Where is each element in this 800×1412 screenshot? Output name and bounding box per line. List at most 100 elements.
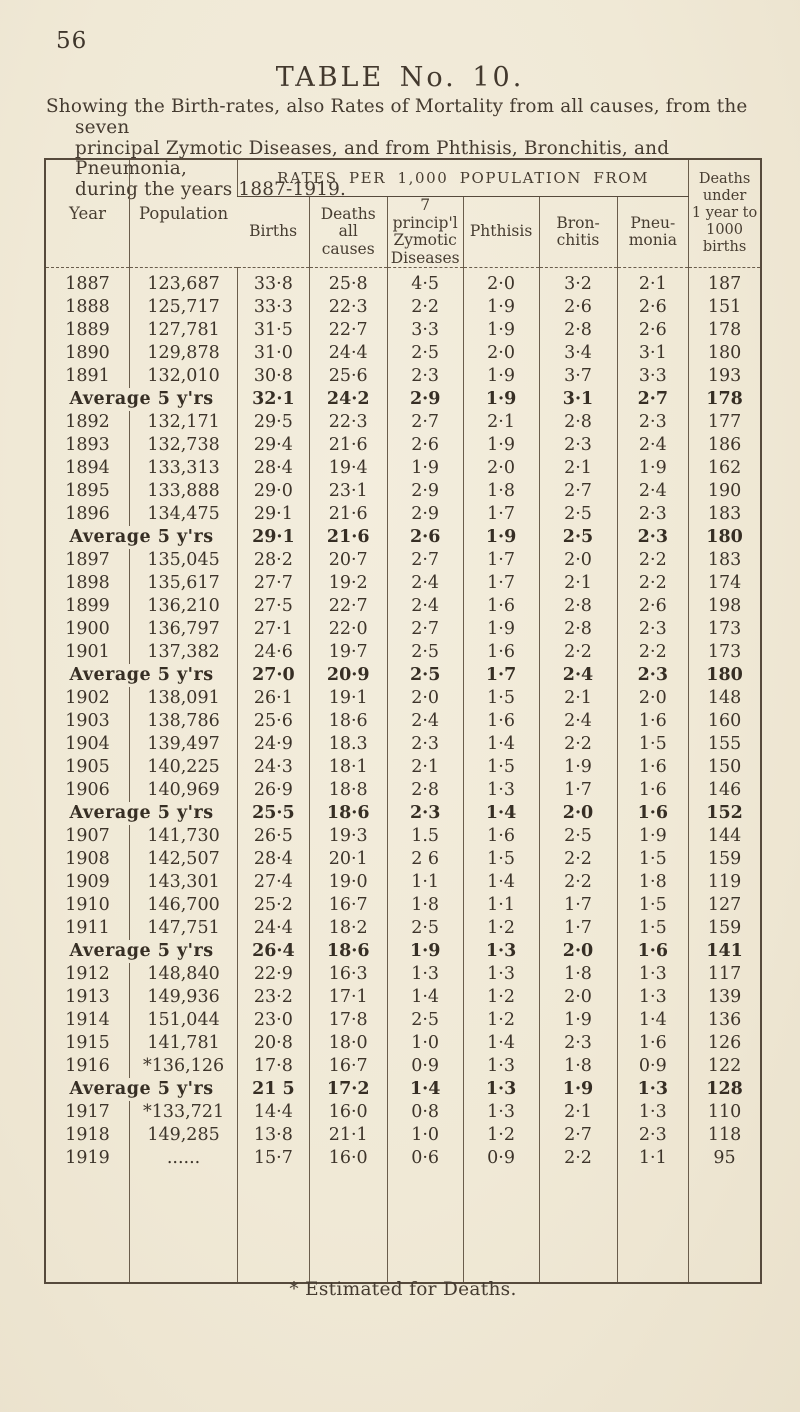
cell-population: 149,936	[128, 986, 238, 1009]
cell-infant-mortality: 180	[688, 664, 761, 687]
cell-population: 132,738	[128, 434, 238, 457]
cell-bronchitis: 2·7	[538, 1124, 618, 1147]
cell-year: 1894	[65, 457, 110, 478]
filler-cell	[128, 1170, 238, 1283]
cell-deaths-all: 16·0	[308, 1101, 388, 1124]
cell-infant-mortality: 159	[688, 917, 761, 940]
cell-phthisis: 1·7	[462, 503, 539, 526]
cell-infant-mortality: 117	[688, 963, 761, 986]
cell-population: 140,969	[128, 779, 238, 802]
cell-zymotic: 2·5	[386, 917, 464, 940]
cell-year: 1895	[65, 480, 110, 501]
cell-pneumonia: 3·1	[616, 342, 689, 365]
average-row: Average 5 y'rs 21 5 17·2 1·4 1·3 1·9 1·3 128	[45, 1078, 761, 1101]
cell-deaths-all: 19·2	[308, 572, 388, 595]
cell-births: 20·8	[237, 1032, 310, 1055]
cell-population: 146,700	[128, 894, 238, 917]
cell-zymotic: 1·3	[386, 963, 464, 986]
cell-births: 31·5	[237, 319, 310, 342]
cell-infant-mortality: 155	[688, 733, 761, 756]
col-header-births: Births	[237, 196, 310, 268]
cell-infant-mortality: 122	[688, 1055, 761, 1078]
cell-births: 24·4	[237, 917, 310, 940]
cell-bronchitis: 2·0	[538, 986, 618, 1009]
cell-births: 23·0	[237, 1009, 310, 1032]
cell-bronchitis: 1·7	[538, 917, 618, 940]
cell-bronchitis: 2·1	[538, 572, 618, 595]
table-row: 1894 133,313 28·4 19·4 1·9 2·0 2·1 1·9 162	[45, 457, 761, 480]
table-row: 1889 127,781 31·5 22·7 3·3 1·9 2·8 2·6 178	[45, 319, 761, 342]
cell-deaths-all: 18·6	[308, 710, 388, 733]
cell-bronchitis: 2·3	[538, 1032, 618, 1055]
cell-pneumonia: 1·9	[616, 457, 689, 480]
average-row: Average 5 y'rs 25·5 18·6 2·3 1·4 2·0 1·6 152	[45, 802, 761, 825]
cell-deaths-all: 19·3	[308, 825, 388, 848]
cell-infant-mortality: 180	[688, 526, 761, 549]
cell-year: 1887	[65, 273, 110, 294]
cell-births: 15·7	[237, 1147, 310, 1170]
cell-births: 25·6	[237, 710, 310, 733]
cell-population: 133,313	[128, 457, 238, 480]
cell-year: 1904	[65, 733, 110, 754]
cell-births: 28·2	[237, 549, 310, 572]
cell-zymotic: 2·9	[386, 388, 464, 411]
table-row: 1908 142,507 28·4 20·1 2 6 1·5 2·2 1·5 159	[45, 848, 761, 871]
cell-births: 27·1	[237, 618, 310, 641]
cell-year: 1890	[65, 342, 110, 363]
cell-year: 1901	[65, 641, 110, 662]
filler-cell	[688, 1170, 761, 1283]
cell-deaths-all: 25·8	[308, 267, 388, 296]
cell-phthisis: 1·4	[462, 871, 539, 894]
cell-births: 13·8	[237, 1124, 310, 1147]
cell-year: 1905	[65, 756, 110, 777]
cell-births: 26·4	[237, 940, 310, 963]
table-row: 1902 138,091 26·1 19·1 2·0 1·5 2·1 2·0 148	[45, 687, 761, 710]
cell-zymotic: 2·3	[386, 365, 464, 388]
average-row: Average 5 y'rs 32·1 24·2 2·9 1·9 3·1 2·7 178	[45, 388, 761, 411]
cell-year: 1912	[65, 963, 110, 984]
table-row: 1910 146,700 25·2 16·7 1·8 1·1 1·7 1·5 127	[45, 894, 761, 917]
cell-pneumonia: 2·6	[616, 319, 689, 342]
table-row: 1893 132,738 29·4 21·6 2·6 1·9 2·3 2·4 186	[45, 434, 761, 457]
cell-bronchitis: 2·1	[538, 687, 618, 710]
cell-zymotic: 2·4	[386, 572, 464, 595]
cell-zymotic: 2·9	[386, 503, 464, 526]
cell-year: 1892	[65, 411, 110, 432]
cell-pneumonia: 1·6	[616, 802, 689, 825]
cell-zymotic: 3·3	[386, 319, 464, 342]
cell-infant-mortality: 174	[688, 572, 761, 595]
cell-phthisis: 2·0	[462, 457, 539, 480]
cell-zymotic: 1.5	[386, 825, 464, 848]
cell-bronchitis: 3·7	[538, 365, 618, 388]
cell-phthisis: 1·9	[462, 618, 539, 641]
cell-phthisis: 1·3	[462, 779, 539, 802]
cell-bronchitis: 1·9	[538, 1009, 618, 1032]
cell-average-label: Average 5 y'rs	[69, 664, 214, 685]
cell-births: 27·4	[237, 871, 310, 894]
cell-deaths-all: 22·0	[308, 618, 388, 641]
cell-population: 132,171	[128, 411, 238, 434]
cell-pneumonia: 2·3	[616, 503, 689, 526]
cell-zymotic: 2·5	[386, 641, 464, 664]
cell-infant-mortality: 193	[688, 365, 761, 388]
table-row: 1917 *133,721 14·4 16·0 0·8 1·3 2·1 1·3 110	[45, 1101, 761, 1124]
cell-phthisis: 1·6	[462, 641, 539, 664]
cell-bronchitis: 1·8	[538, 1055, 618, 1078]
table-row: 1913 149,936 23·2 17·1 1·4 1·2 2·0 1·3 139	[45, 986, 761, 1009]
cell-deaths-all: 18·2	[308, 917, 388, 940]
table-header: Year Population RATES PER 1,000 POPULATI…	[45, 159, 761, 268]
cell-births: 27·5	[237, 595, 310, 618]
cell-zymotic: 2·8	[386, 779, 464, 802]
col-header-pneumonia: Pneu- monia	[616, 196, 689, 268]
cell-pneumonia: 1·5	[616, 733, 689, 756]
cell-zymotic: 1·4	[386, 1078, 464, 1101]
cell-phthisis: 1·1	[462, 894, 539, 917]
cell-population: 142,507	[128, 848, 238, 871]
table-row: 1897 135,045 28·2 20·7 2·7 1·7 2·0 2·2 183	[45, 549, 761, 572]
cell-deaths-all: 25·6	[308, 365, 388, 388]
cell-deaths-all: 22·7	[308, 595, 388, 618]
cell-pneumonia: 0·9	[616, 1055, 689, 1078]
cell-births: 14·4	[237, 1101, 310, 1124]
cell-phthisis: 1·7	[462, 664, 539, 687]
